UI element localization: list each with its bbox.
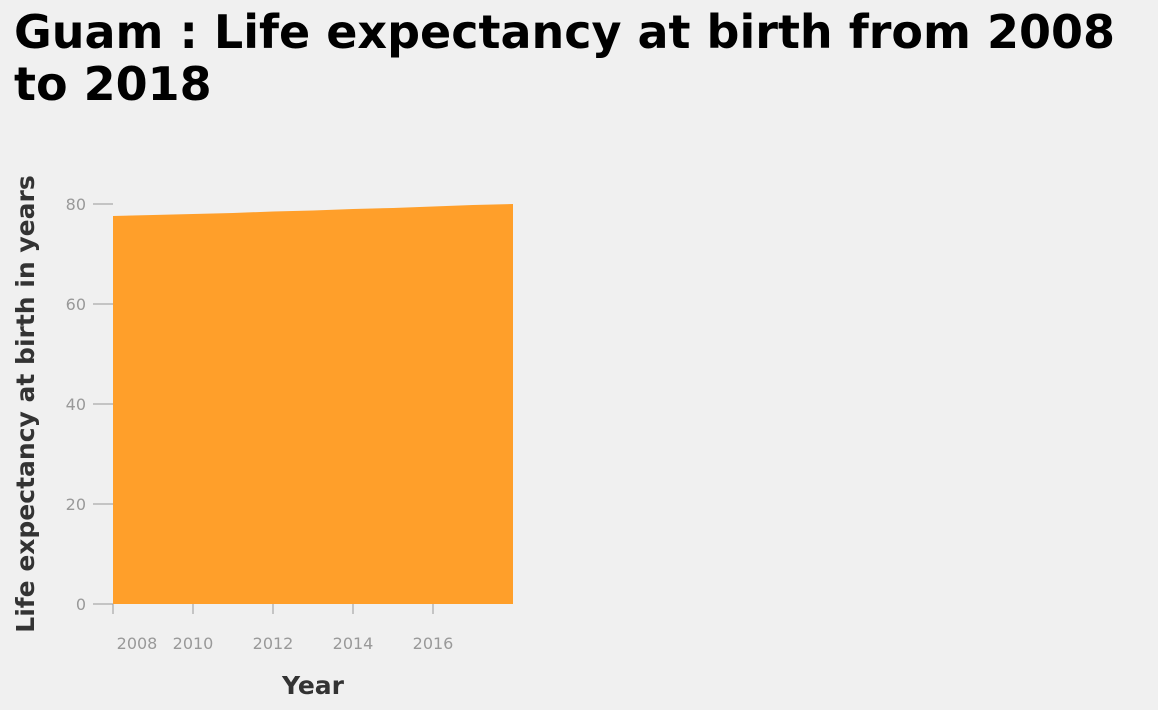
x-tick-label: 2012	[253, 634, 294, 653]
y-tick-label: 80	[66, 195, 86, 214]
x-axis: 2008 2010 2012 2014 2016	[112, 604, 454, 653]
plot-area	[113, 204, 513, 604]
y-tick-label: 40	[66, 395, 86, 414]
x-tick-label: 2008	[117, 634, 158, 653]
y-axis-label: Life expectancy at birth in years	[11, 175, 40, 632]
x-tick-label: 2014	[333, 634, 374, 653]
area-series-0	[113, 204, 513, 604]
x-axis-label: Year	[281, 671, 345, 700]
x-tick-label: 2016	[413, 634, 454, 653]
y-tick-label: 60	[66, 295, 86, 314]
y-tick-label: 20	[66, 495, 86, 514]
y-axis: 0 20 40 60 80	[66, 195, 113, 614]
y-tick-label: 0	[76, 595, 86, 614]
x-tick-label: 2010	[173, 634, 214, 653]
chart-title: Guam : Life expectancy at birth from 200…	[14, 5, 1115, 111]
